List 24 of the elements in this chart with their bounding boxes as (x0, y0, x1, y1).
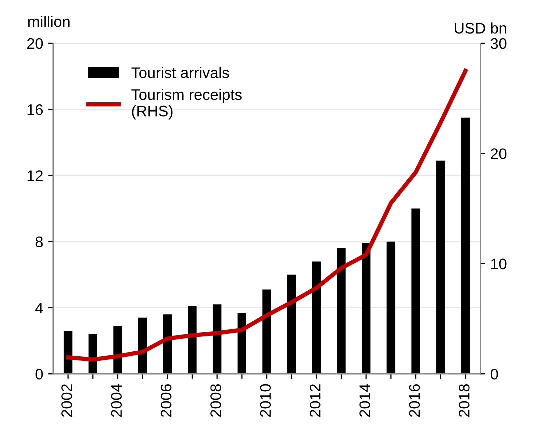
y2-tick-label: 0 (490, 368, 498, 380)
line-series (66, 68, 468, 362)
x-tick-label: 2012 (310, 384, 321, 418)
x-tick-label: 2014 (360, 384, 370, 418)
x-tick-label: 2006 (160, 384, 172, 418)
y-tick-label: 16 (28, 104, 44, 116)
y-axis-title: million (28, 16, 70, 28)
y2-tick-label: 30 (490, 38, 507, 50)
y-tick-label: 4 (36, 303, 44, 314)
y-tick-label: 8 (36, 236, 44, 248)
y2-tick-label: 20 (491, 148, 507, 160)
x-tick-label: 2016 (409, 384, 420, 418)
y2-tick-label: 10 (491, 258, 507, 270)
x-tick-label: 2010 (260, 384, 272, 418)
y-tick-label: 12 (28, 170, 43, 182)
x-tick-label: 2018 (458, 384, 470, 418)
x-tick-label: 2004 (111, 384, 122, 418)
x-tick-label: 2002 (62, 384, 72, 418)
y-tick-label: 0 (36, 368, 44, 380)
y-tick-label: 20 (27, 38, 44, 50)
legend-label: Tourist arrivals (132, 67, 230, 78)
x-tick-label: 2008 (210, 384, 222, 418)
y2-axis-title: USD bn (455, 22, 506, 34)
legend-label: Tourism receipts (RHS) (132, 89, 242, 120)
